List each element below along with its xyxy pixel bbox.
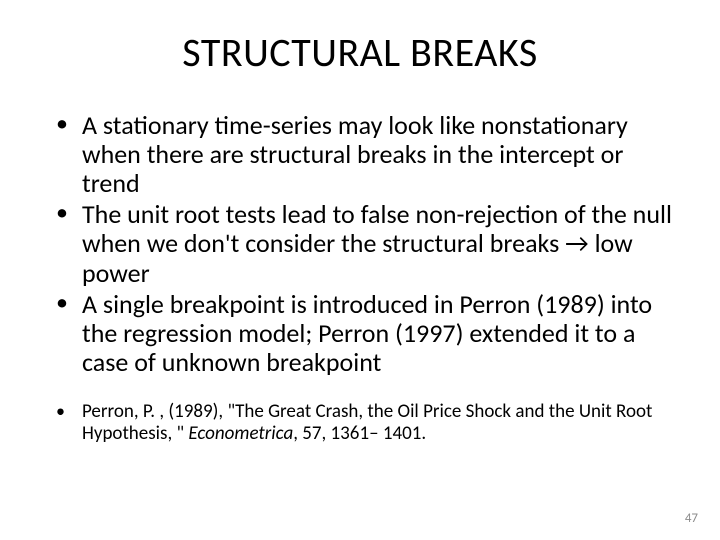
bullet-item: A stationary time-series may look like n… [52, 111, 672, 198]
page-number: 47 [685, 511, 698, 526]
slide: STRUCTURAL BREAKS A stationary time-seri… [0, 0, 720, 540]
reference-list: Perron, P. , (1989), "The Great Crash, t… [48, 401, 672, 446]
reference-journal: Econometrica [188, 422, 293, 445]
slide-title: STRUCTURAL BREAKS [48, 28, 672, 77]
main-bullet-list: A stationary time-series may look like n… [48, 111, 672, 377]
bullet-item: The unit root tests lead to false non-re… [52, 200, 672, 287]
reference-post: , 57, 1361– 1401. [293, 422, 426, 445]
reference-item: Perron, P. , (1989), "The Great Crash, t… [52, 401, 672, 446]
bullet-item: A single breakpoint is introduced in Per… [52, 290, 672, 377]
